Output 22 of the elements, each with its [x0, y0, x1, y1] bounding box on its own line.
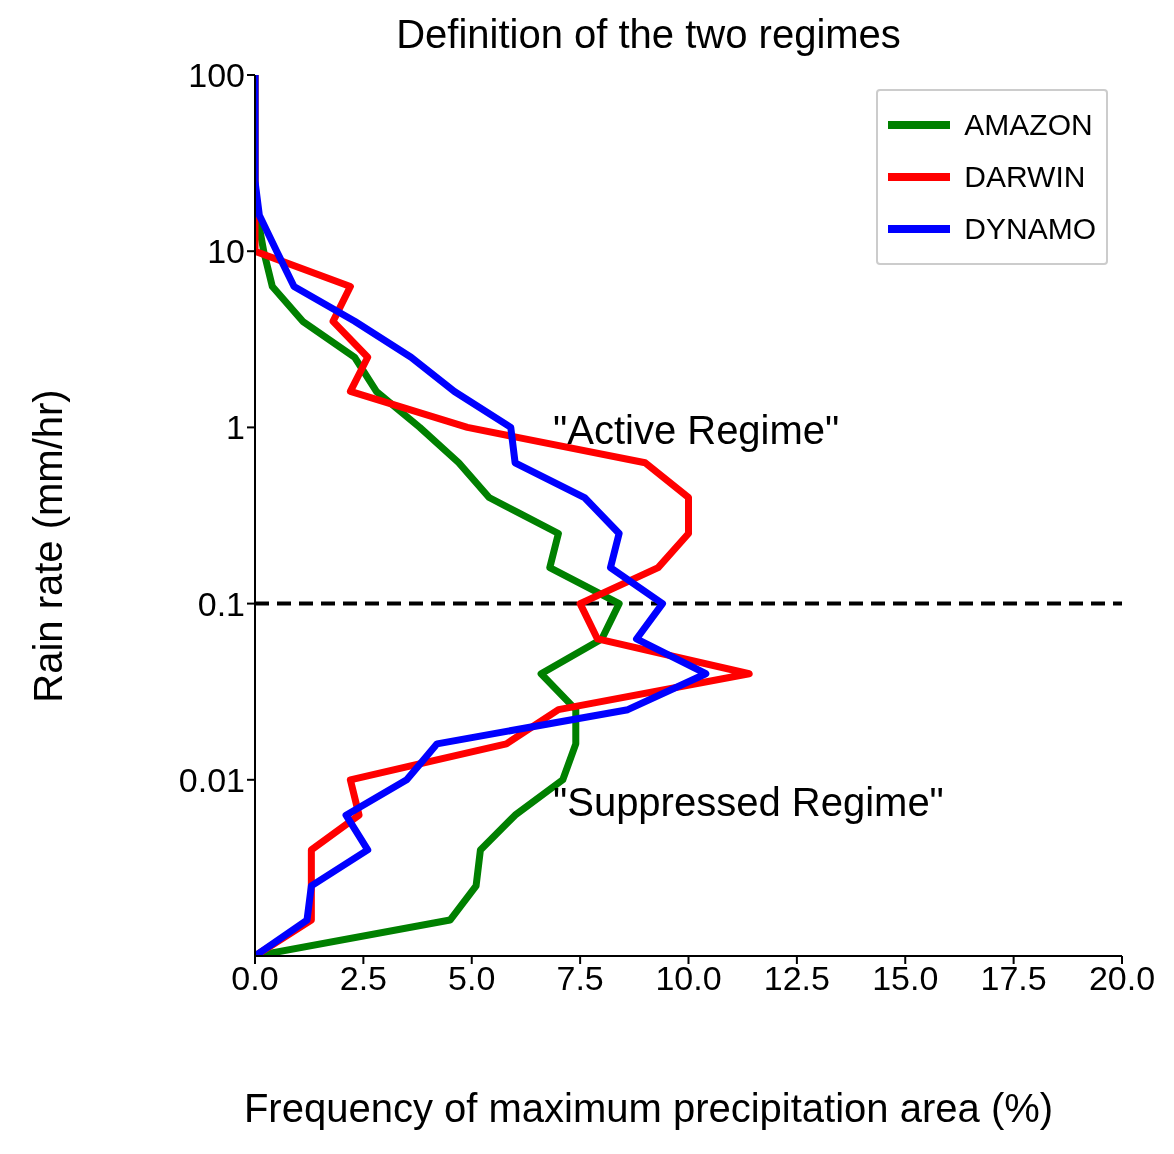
- x-tick-label: 20.0: [1088, 959, 1156, 998]
- x-tick-label: 2.5: [339, 959, 388, 998]
- legend-label: AMAZON: [964, 108, 1093, 142]
- x-tick-label: 15.0: [872, 959, 939, 998]
- x-axis-title: Frequency of maximum precipitation area (%): [242, 1086, 1055, 1131]
- x-tick-label: 7.5: [556, 959, 604, 998]
- y-tick-label: 10: [207, 232, 245, 271]
- legend-label: DARWIN: [964, 160, 1086, 194]
- x-tick-label: 12.5: [763, 959, 830, 998]
- x-tick-label: 17.5: [980, 959, 1047, 998]
- x-tick-label: 10.0: [655, 959, 722, 998]
- y-tick-label: 0.01: [178, 760, 245, 799]
- chart-title: Definition of the two regimes: [395, 12, 902, 57]
- legend-label: DYNAMO: [964, 212, 1096, 246]
- y-tick-label: 0.1: [197, 584, 245, 623]
- annotation: "Suppressed Regime": [553, 780, 944, 825]
- y-tick-label: 1: [226, 408, 245, 447]
- x-tick-label: 0.0: [231, 959, 279, 998]
- annotation: "Active Regime": [553, 408, 840, 453]
- y-tick-label: 100: [188, 56, 245, 95]
- x-tick-label: 5.0: [448, 959, 496, 998]
- y-axis-title: Rain rate (mm/hr): [25, 388, 71, 703]
